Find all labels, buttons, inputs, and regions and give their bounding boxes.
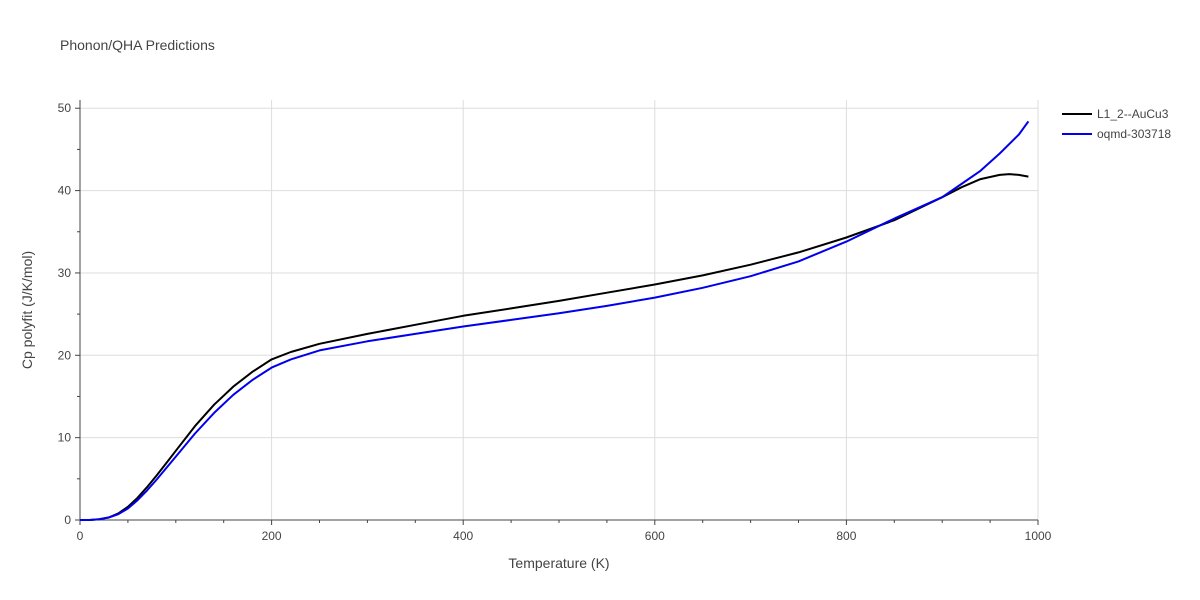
x-tick-label: 600: [645, 529, 665, 543]
chart-title: Phonon/QHA Predictions: [60, 37, 215, 53]
legend-label: L1_2--AuCu3: [1097, 107, 1169, 121]
series-line-2: [80, 120, 1030, 521]
x-tick-label: 800: [836, 529, 856, 543]
legend-label: oqmd-303718: [1097, 127, 1171, 141]
y-tick-label: 10: [58, 431, 72, 445]
x-axis-title: Temperature (K): [508, 555, 609, 571]
y-tick-label: 40: [58, 184, 72, 198]
series-line-1: [80, 173, 1029, 521]
y-axis-title: Cp polyfit (J/K/mol): [19, 251, 35, 369]
x-tick-label: 1000: [1025, 529, 1052, 543]
x-tick-label: 200: [262, 529, 282, 543]
legend-item-1[interactable]: L1_2--AuCu3: [1062, 107, 1169, 121]
legend-item-2[interactable]: oqmd-303718: [1062, 127, 1171, 141]
y-tick-label: 0: [64, 513, 71, 527]
legend[interactable]: L1_2--AuCu3 oqmd-303718: [1062, 107, 1171, 141]
y-tick-label: 20: [58, 348, 72, 362]
axes: 0 200 400 600 800 1000 0 10 20 30 40 50: [58, 100, 1052, 543]
x-tick-label: 0: [77, 529, 84, 543]
y-tick-label: 30: [58, 266, 72, 280]
x-tick-label: 400: [453, 529, 473, 543]
y-tick-label: 50: [58, 101, 72, 115]
series-layer: [80, 120, 1030, 521]
grid-lines: [80, 100, 1039, 520]
